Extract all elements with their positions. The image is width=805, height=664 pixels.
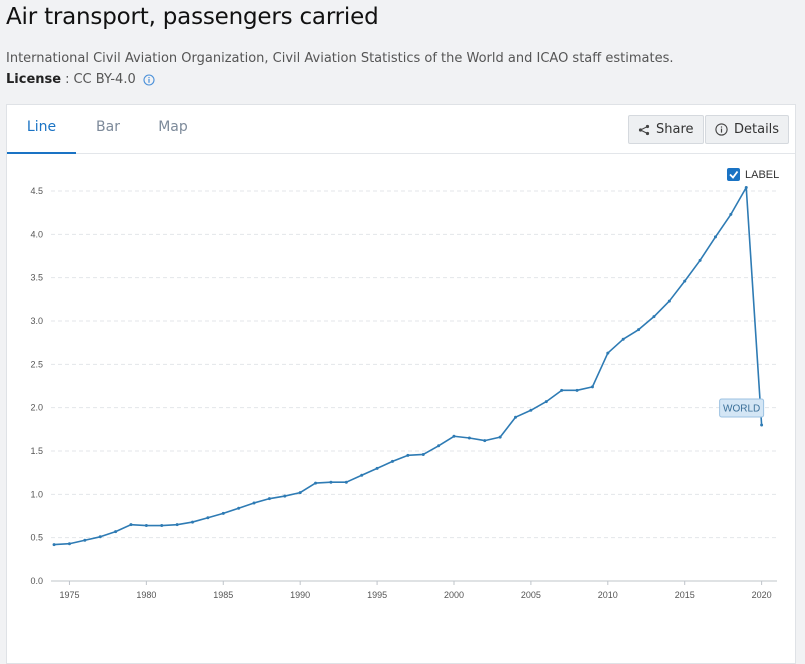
x-axis-ticks: 1975 1980 1985 1990 1995 2000 2005 2010 2015 2020 [59, 581, 772, 600]
details-button[interactable]: Details [705, 115, 790, 144]
chart-tabs: Line Bar Map Share Details [7, 105, 795, 154]
y-tick-label: 2.0 [30, 403, 43, 413]
x-tick-label: 1985 [213, 590, 233, 600]
y-tick-label: 1.0 [30, 489, 43, 499]
license-value: CC BY-4.0 [73, 72, 136, 87]
series-line [54, 186, 763, 546]
line-chart: 0.00.51.01.52.02.53.03.54.04.5 1975 1980 1… [30, 168, 779, 600]
series-label: WORLD [719, 398, 765, 418]
y-tick-label: 0.5 [30, 533, 43, 543]
data-point[interactable] [191, 520, 195, 524]
data-point[interactable] [452, 434, 456, 438]
data-point[interactable] [344, 480, 348, 484]
data-point[interactable] [652, 315, 656, 319]
data-point[interactable] [744, 186, 748, 190]
y-tick-label: 3.0 [30, 316, 43, 326]
data-point[interactable] [206, 516, 210, 520]
source-note: International Civil Aviation Organizatio… [6, 51, 674, 66]
data-point[interactable] [544, 400, 548, 404]
data-point[interactable] [375, 466, 379, 470]
data-point[interactable] [437, 444, 441, 448]
data-point[interactable] [390, 459, 394, 463]
data-point[interactable] [606, 351, 610, 355]
data-point[interactable] [144, 524, 148, 528]
details-label: Details [734, 122, 780, 137]
data-point[interactable] [160, 524, 164, 528]
data-point[interactable] [729, 212, 733, 216]
data-point[interactable] [621, 337, 625, 341]
check-icon [729, 170, 739, 179]
page-title: Air transport, passengers carried [6, 4, 379, 30]
series-group [52, 186, 764, 547]
data-point[interactable] [498, 435, 502, 439]
data-point[interactable] [283, 494, 287, 498]
y-tick-label: 4.0 [30, 229, 43, 239]
data-point[interactable] [98, 535, 102, 539]
data-point[interactable] [175, 523, 179, 527]
license-separator: : [65, 72, 70, 87]
x-tick-label: 2000 [444, 590, 464, 600]
data-point[interactable] [360, 473, 364, 477]
x-tick-label: 1995 [367, 590, 387, 600]
data-point[interactable] [590, 385, 594, 389]
x-tick-label: 1980 [136, 590, 156, 600]
data-point[interactable] [314, 481, 318, 485]
x-tick-label: 2020 [752, 590, 772, 600]
label-checkbox[interactable] [727, 168, 740, 181]
y-tick-label: 1.5 [30, 446, 43, 456]
data-point[interactable] [298, 491, 302, 495]
data-point[interactable] [760, 423, 764, 427]
chart-card: Line Bar Map Share Details 0.0 0.5 1.0 1.5 2… [6, 104, 796, 664]
tab-line[interactable]: Line [7, 105, 76, 154]
data-point[interactable] [129, 523, 133, 527]
data-point[interactable] [406, 453, 410, 457]
data-point[interactable] [575, 388, 579, 392]
data-point[interactable] [237, 506, 241, 510]
data-point[interactable] [252, 501, 256, 505]
data-point[interactable] [267, 497, 271, 501]
info-icon[interactable] [143, 73, 155, 86]
share-label: Share [656, 122, 694, 137]
tab-map[interactable]: Map [158, 119, 188, 135]
y-axis-ticks: 0.0 0.5 1.0 1.5 2.0 2.5 3.0 3.5 4.0 4.5 [30, 186, 43, 586]
license-line: License : CC BY-4.0 [6, 72, 155, 87]
data-point[interactable] [514, 415, 518, 419]
data-point[interactable] [683, 279, 687, 283]
data-point[interactable] [52, 543, 56, 547]
data-point[interactable] [83, 538, 87, 542]
data-point[interactable] [467, 436, 471, 440]
data-point[interactable] [560, 388, 564, 392]
y-tick-label: 2.5 [30, 359, 43, 369]
data-point[interactable] [329, 480, 333, 484]
label-toggle: LABEL [727, 168, 779, 181]
x-tick-label: 1990 [290, 590, 310, 600]
y-tick-label: 0.0 [30, 576, 43, 586]
x-tick-label: 2010 [598, 590, 618, 600]
data-point[interactable] [698, 258, 702, 262]
y-tick-label: 3.5 [30, 273, 43, 283]
info-circle-icon [715, 123, 728, 136]
share-button[interactable]: Share [628, 115, 704, 144]
share-icon [638, 124, 650, 135]
data-point[interactable] [529, 408, 533, 412]
data-point[interactable] [637, 328, 641, 332]
x-tick-label: 1975 [59, 590, 79, 600]
data-point[interactable] [421, 452, 425, 456]
label-checkbox-text: LABEL [745, 169, 779, 181]
license-label: License [6, 72, 62, 87]
series-label-box [719, 398, 765, 418]
data-point[interactable] [221, 511, 225, 515]
data-point[interactable] [483, 439, 487, 443]
x-tick-label: 2005 [521, 590, 541, 600]
grid-lines [51, 190, 777, 539]
series-label-text: WORLD [723, 404, 760, 415]
tab-bar[interactable]: Bar [96, 119, 120, 135]
x-tick-label: 2015 [675, 590, 695, 600]
data-point[interactable] [67, 542, 71, 546]
y-tick-label: 4.5 [30, 186, 43, 196]
data-point[interactable] [713, 235, 717, 239]
data-point[interactable] [114, 530, 118, 534]
data-point[interactable] [667, 299, 671, 303]
